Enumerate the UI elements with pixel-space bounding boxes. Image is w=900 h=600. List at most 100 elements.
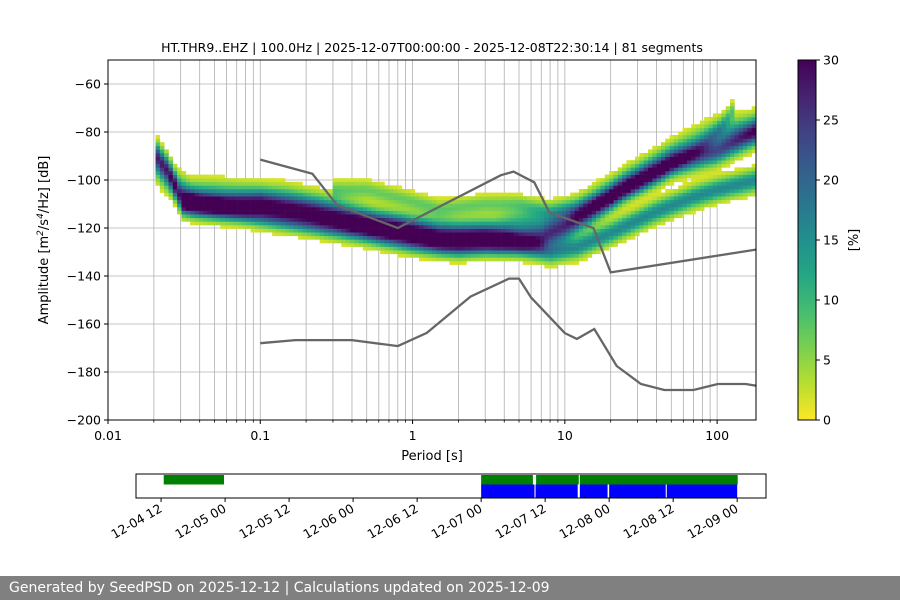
psd-density-cell: [341, 199, 346, 204]
psd-density-cell: [380, 199, 385, 204]
psd-density-cell: [583, 225, 588, 229]
psd-density-cell: [673, 142, 679, 147]
psd-density-cell: [518, 214, 524, 219]
psd-density-cell: [241, 185, 247, 190]
psd-density-cell: [652, 196, 657, 201]
psd-density-cell: [449, 221, 454, 226]
psd-density-cell: [466, 253, 472, 258]
psd-density-cell: [276, 221, 282, 226]
psd-density-cell: [617, 228, 623, 233]
psd-density-cell: [276, 232, 282, 237]
psd-density-cell: [552, 221, 558, 226]
psd-density-cell: [470, 257, 476, 262]
psd-density-cell: [565, 210, 571, 215]
psd-density-cell: [691, 138, 696, 143]
psd-density-cell: [725, 160, 731, 165]
psd-density-cell: [168, 174, 174, 179]
psd-density-cell: [522, 210, 528, 215]
psd-density-cell: [734, 117, 740, 121]
y-tick-label: −140: [67, 269, 101, 284]
psd-density-cell: [527, 243, 532, 247]
psd-density-cell: [216, 203, 221, 208]
psd-density-cell: [738, 145, 744, 150]
psd-density-cell: [686, 145, 692, 150]
psd-density-cell: [622, 196, 627, 201]
psd-density-cell: [552, 243, 558, 247]
psd-density-cell: [362, 192, 368, 197]
psd-density-cell: [410, 210, 416, 215]
psd-density-cell: [190, 207, 195, 211]
psd-density-cell: [704, 131, 709, 136]
psd-density-cell: [570, 246, 575, 251]
psd-density-cell: [617, 210, 623, 215]
psd-density-cell: [393, 214, 398, 219]
psd-density-cell: [527, 207, 532, 211]
psd-density-cell: [609, 221, 614, 226]
psd-density-cell: [704, 124, 709, 129]
psd-density-cell: [738, 131, 744, 136]
psd-density-cell: [207, 217, 212, 222]
psd-density-cell: [207, 185, 212, 190]
psd-density-cell: [574, 196, 580, 201]
psd-density-cell: [704, 117, 709, 121]
psd-density-cell: [548, 264, 554, 269]
psd-density-cell: [388, 185, 394, 190]
psd-density-cell: [682, 149, 688, 154]
psd-density-cell: [704, 127, 709, 132]
psd-density-cell: [725, 117, 731, 121]
psd-density-cell: [241, 203, 247, 208]
psd-density-cell: [194, 196, 200, 201]
psd-density-cell: [336, 207, 342, 211]
psd-density-cell: [635, 221, 640, 226]
psd-density-cell: [505, 228, 511, 233]
psd-density-cell: [656, 156, 662, 161]
psd-density-cell: [492, 196, 498, 201]
psd-density-cell: [164, 181, 169, 186]
psd-density-cell: [738, 171, 744, 175]
psd-density-cell: [159, 163, 165, 168]
psd-density-cell: [483, 250, 489, 255]
psd-density-cell: [652, 221, 657, 226]
psd-density-cell: [475, 253, 480, 258]
psd-density-cell: [630, 189, 636, 193]
psd-density-cell: [194, 174, 200, 179]
psd-density-cell: [656, 178, 662, 183]
psd-density-cell: [527, 217, 532, 222]
psd-density-cell: [267, 189, 273, 193]
psd-density-cell: [565, 207, 571, 211]
psd-density-cell: [734, 138, 740, 143]
psd-density-cell: [544, 221, 549, 226]
psd-density-cell: [552, 196, 558, 201]
psd-density-cell: [207, 189, 212, 193]
psd-density-cell: [743, 192, 748, 197]
psd-density-cell: [436, 239, 441, 244]
psd-density-cell: [475, 217, 480, 222]
psd-density-cell: [699, 135, 705, 139]
psd-density-cell: [673, 199, 679, 204]
psd-density-cell: [492, 203, 498, 208]
psd-density-cell: [444, 221, 450, 226]
psd-density-cell: [522, 221, 528, 226]
psd-density-cell: [734, 153, 740, 157]
psd-density-cell: [635, 192, 640, 197]
psd-density-cell: [280, 199, 286, 204]
psd-density-cell: [362, 189, 368, 193]
psd-density-cell: [492, 199, 498, 204]
psd-density-cell: [712, 131, 718, 136]
psd-density-cell: [686, 196, 692, 201]
psd-density-cell: [479, 246, 485, 251]
psd-density-cell: [514, 250, 519, 255]
psd-density-cell: [643, 167, 649, 172]
psd-density-cell: [336, 221, 342, 226]
psd-density-cell: [604, 181, 610, 186]
data-available-bar: [481, 475, 533, 485]
psd-density-cell: [216, 181, 221, 186]
y-tick-label: −120: [67, 221, 101, 236]
psd-density-cell: [678, 167, 683, 172]
psd-density-cell: [639, 163, 644, 168]
psd-density-cell: [514, 203, 519, 208]
psd-density-cell: [181, 199, 187, 204]
y-tick-label: −80: [75, 125, 101, 140]
psd-density-cell: [280, 225, 286, 229]
psd-density-cell: [604, 232, 610, 237]
